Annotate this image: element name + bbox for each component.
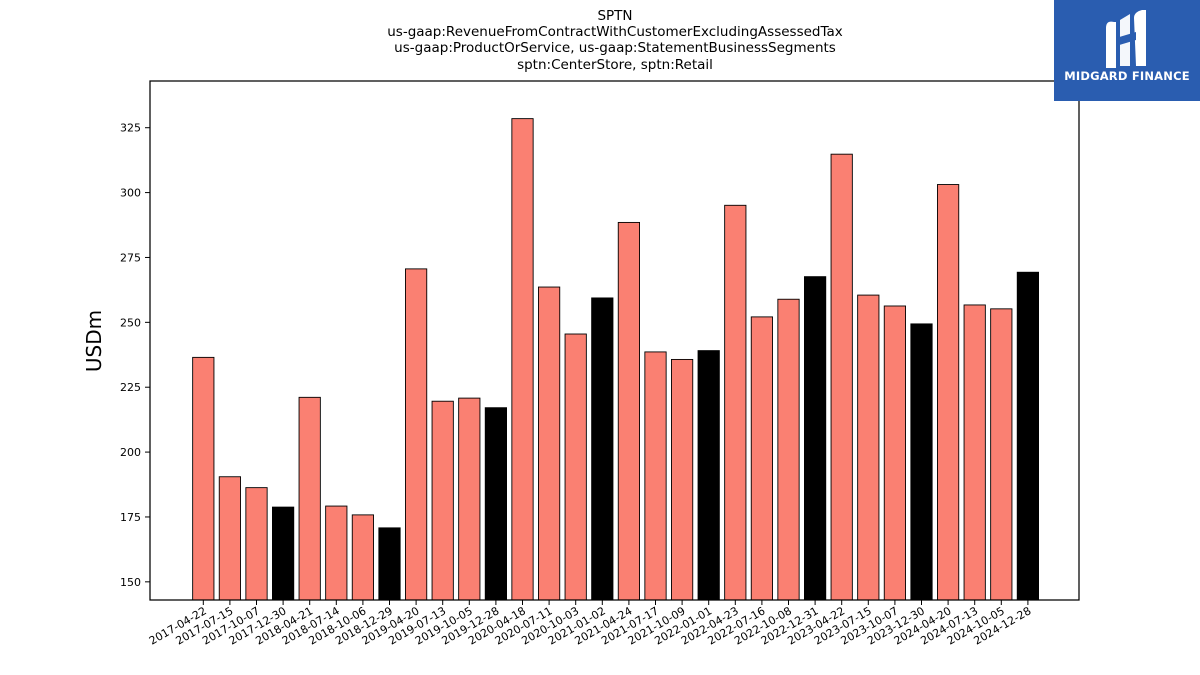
bar (724, 204, 747, 601)
bar (644, 351, 667, 601)
bar (218, 476, 241, 601)
bars-group (192, 118, 1039, 601)
bar (272, 506, 295, 601)
bar (804, 276, 827, 601)
bar (937, 184, 960, 601)
y-axis-label: USDm (82, 310, 106, 372)
chart-title: SPTN us-gaap:RevenueFromContractWithCust… (387, 8, 843, 73)
bar (963, 304, 986, 601)
bar (378, 527, 401, 601)
y-axis: 150 175 200 225 250 275 300 325 (120, 122, 150, 589)
y-tick-label: 150 (120, 576, 141, 589)
x-axis: 2017-04-222017-07-152017-10-072017-12-30… (147, 600, 1033, 648)
bar (671, 358, 694, 601)
bar (617, 221, 640, 601)
y-tick-label: 325 (120, 122, 141, 135)
bar (298, 396, 321, 601)
chart-title-line: SPTN (597, 8, 632, 24)
bar (564, 333, 587, 601)
y-tick-label: 200 (120, 446, 141, 459)
bar (405, 268, 428, 601)
bar (538, 286, 561, 601)
bar (1016, 271, 1039, 601)
bar (325, 505, 348, 601)
chart-title-line: us-gaap:ProductOrService, us-gaap:Statem… (394, 40, 836, 56)
plot-frame (149, 80, 1080, 601)
bar (458, 397, 481, 601)
bar (591, 297, 614, 601)
bar (830, 153, 853, 601)
y-tick-label: 300 (120, 187, 141, 200)
y-tick-label: 225 (120, 381, 141, 394)
bar (883, 305, 906, 601)
bar (511, 118, 534, 601)
bar (431, 400, 454, 601)
chart-title-line: sptn:CenterStore, sptn:Retail (517, 57, 713, 73)
brand-logo: MIDGARD FINANCE (1054, 0, 1200, 101)
bar (351, 514, 374, 601)
bar (750, 316, 773, 601)
bar (697, 350, 720, 601)
bar (245, 487, 268, 601)
bar (192, 356, 215, 601)
bar (777, 298, 800, 601)
bar (857, 294, 880, 601)
bar (990, 308, 1013, 601)
chart-title-line: us-gaap:RevenueFromContractWithCustomerE… (387, 24, 843, 40)
bar (484, 407, 507, 601)
bar (910, 323, 933, 601)
brand-name: MIDGARD FINANCE (1064, 69, 1190, 83)
y-tick-label: 175 (120, 511, 141, 524)
y-tick-label: 250 (120, 316, 141, 329)
y-tick-label: 275 (120, 251, 141, 264)
midgard-logo-icon (1106, 10, 1146, 68)
